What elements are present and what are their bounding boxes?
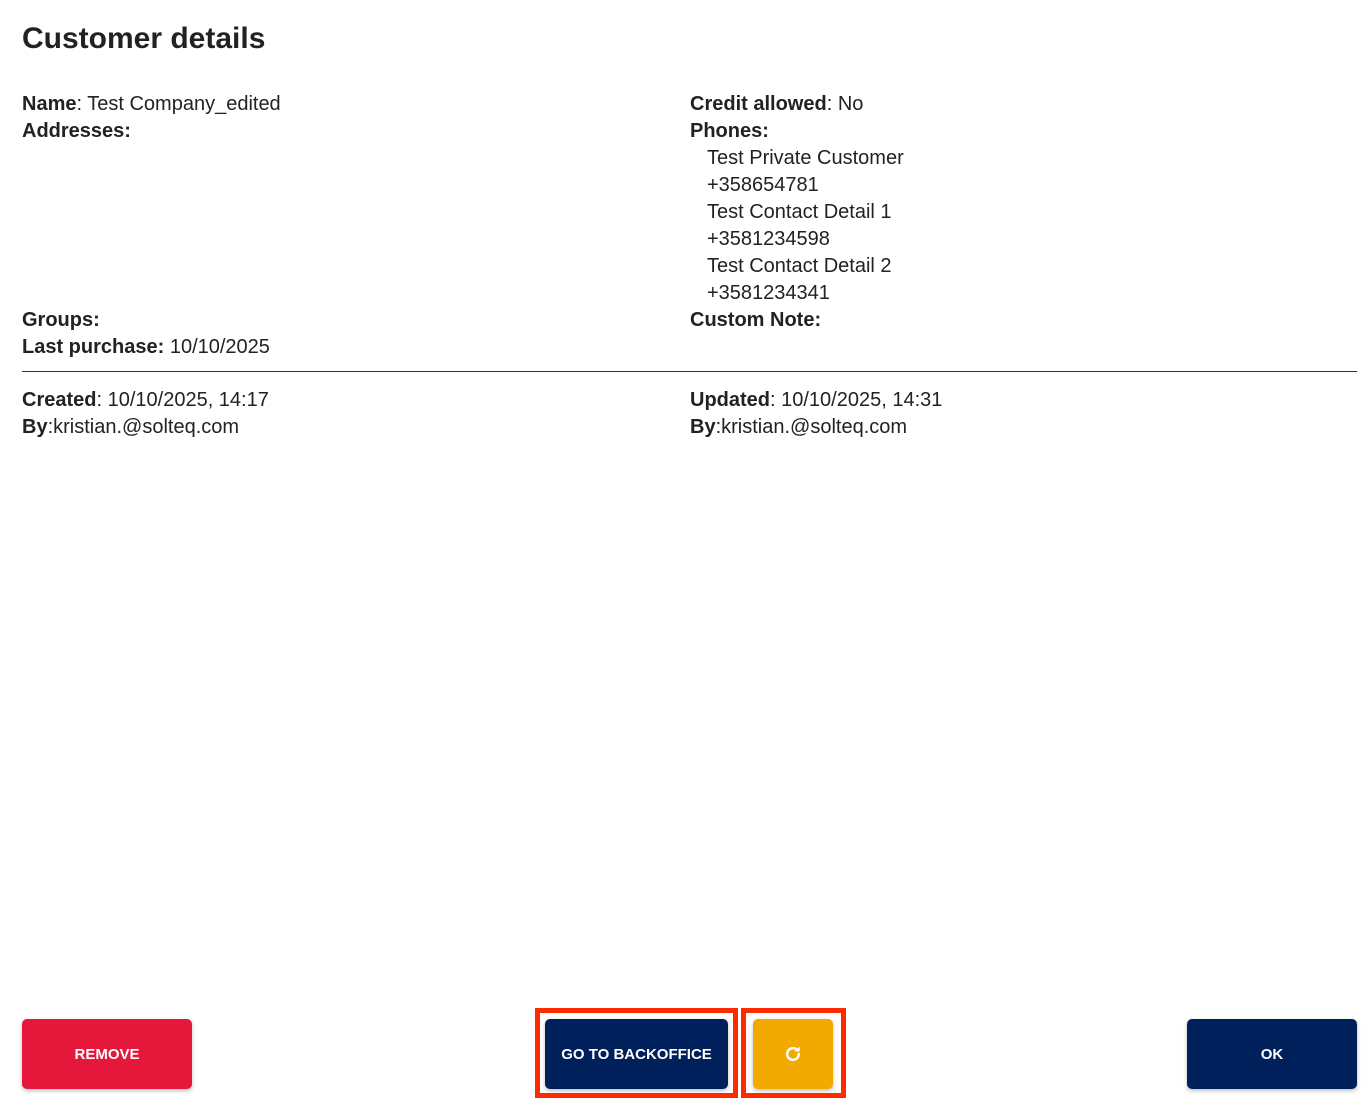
- remove-button[interactable]: REMOVE: [22, 1019, 192, 1089]
- phone-entry: Test Contact Detail 1: [707, 201, 892, 223]
- phone-entry: +3581234598: [707, 228, 830, 250]
- created-field: Created: 10/10/2025, 14:17: [22, 389, 269, 411]
- updated-by-field: By:kristian.@solteq.com: [690, 416, 908, 438]
- addresses-label: Addresses:: [22, 120, 131, 142]
- phone-entry: +358654781: [707, 174, 819, 196]
- divider: [22, 371, 1357, 372]
- credit-allowed-field: Credit allowed: No: [690, 93, 864, 115]
- groups-label: Groups:: [22, 309, 100, 331]
- name-field: Name: Test Company_edited: [22, 93, 281, 115]
- go-to-backoffice-button[interactable]: GO TO BACKOFFICE: [545, 1019, 728, 1089]
- page-title: Customer details: [22, 22, 266, 55]
- phones-label: Phones:: [690, 120, 769, 142]
- phone-entry: Test Contact Detail 2: [707, 255, 892, 277]
- refresh-button[interactable]: [753, 1019, 833, 1089]
- last-purchase-field: Last purchase: 10/10/2025: [22, 336, 270, 358]
- phone-entry: +3581234341: [707, 282, 830, 304]
- ok-button[interactable]: OK: [1187, 1019, 1357, 1089]
- phone-entry: Test Private Customer: [707, 147, 904, 169]
- updated-field: Updated: 10/10/2025, 14:31: [690, 389, 943, 411]
- created-by-field: By:kristian.@solteq.com: [22, 416, 240, 438]
- refresh-icon: [785, 1046, 801, 1062]
- custom-note-label: Custom Note:: [690, 309, 822, 331]
